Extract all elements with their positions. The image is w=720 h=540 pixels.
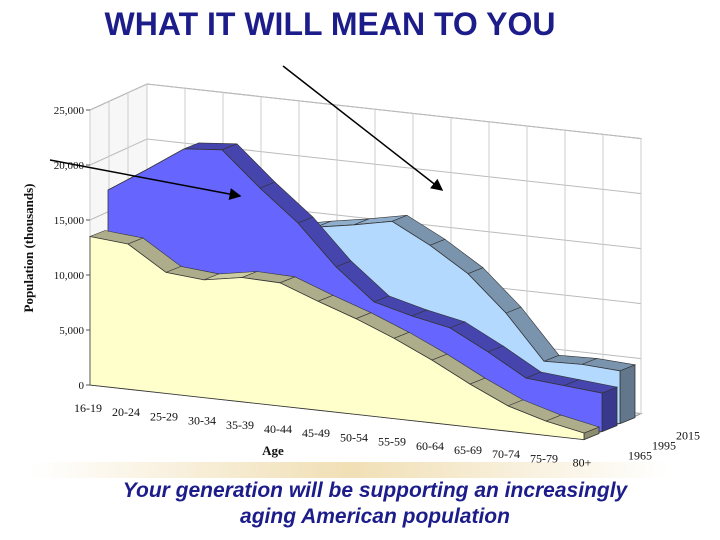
caption-line-2: aging American population [240, 505, 510, 528]
x-tick-label: 35-39 [226, 418, 254, 432]
x-tick-label: 50-54 [340, 430, 368, 444]
y-axis-label: Population (thousands) [21, 184, 36, 313]
x-tick-label: 75-79 [530, 451, 558, 465]
y-tick-label: 5,000 [59, 325, 84, 337]
series-1965 [88, 230, 600, 441]
series-2015-end-face [619, 364, 636, 425]
depth-label-1995: 1995 [652, 439, 676, 453]
x-tick-label: 40-44 [264, 422, 292, 436]
x-tick-label: 45-49 [302, 426, 330, 440]
series-1995-end-face [601, 386, 618, 433]
x-tick-label: 55-59 [378, 435, 406, 449]
x-tick-label: 60-64 [416, 439, 444, 453]
y-tick-label: 15,000 [54, 215, 85, 227]
y-tick-label: 25,000 [54, 105, 85, 117]
depth-label-1965: 1965 [628, 449, 652, 463]
slide-caption: Your generation will be supporting an in… [0, 478, 720, 530]
arrow-to-2015 [282, 65, 444, 191]
decorative-footer-band [30, 462, 670, 478]
x-tick-label: 80+ [573, 456, 592, 470]
depth-label-2015: 2015 [676, 429, 700, 443]
x-axis-label: Age [262, 443, 284, 458]
x-tick-label: 70-74 [492, 447, 520, 461]
y-tick-label: 0 [79, 380, 85, 392]
caption-line-1: Your generation will be supporting an in… [122, 479, 628, 502]
series-1965-front-face [89, 236, 585, 441]
x-tick-label: 16-19 [74, 401, 102, 415]
y-tick-label: 20,000 [54, 160, 85, 172]
arrow-to-1995 [49, 159, 242, 200]
x-tick-label: 30-34 [188, 414, 216, 428]
y-tick-label: 10,000 [54, 270, 85, 282]
population-3d-area-chart: 0 5,000 10,000 15,000 20,000 25,000 16-19 20-24… [21, 65, 700, 470]
x-tick-label: 25-29 [150, 409, 178, 423]
slide-title: WHAT IT WILL MEAN TO YOU [104, 6, 556, 42]
x-tick-label: 20-24 [112, 405, 140, 419]
x-tick-label: 65-69 [454, 443, 482, 457]
